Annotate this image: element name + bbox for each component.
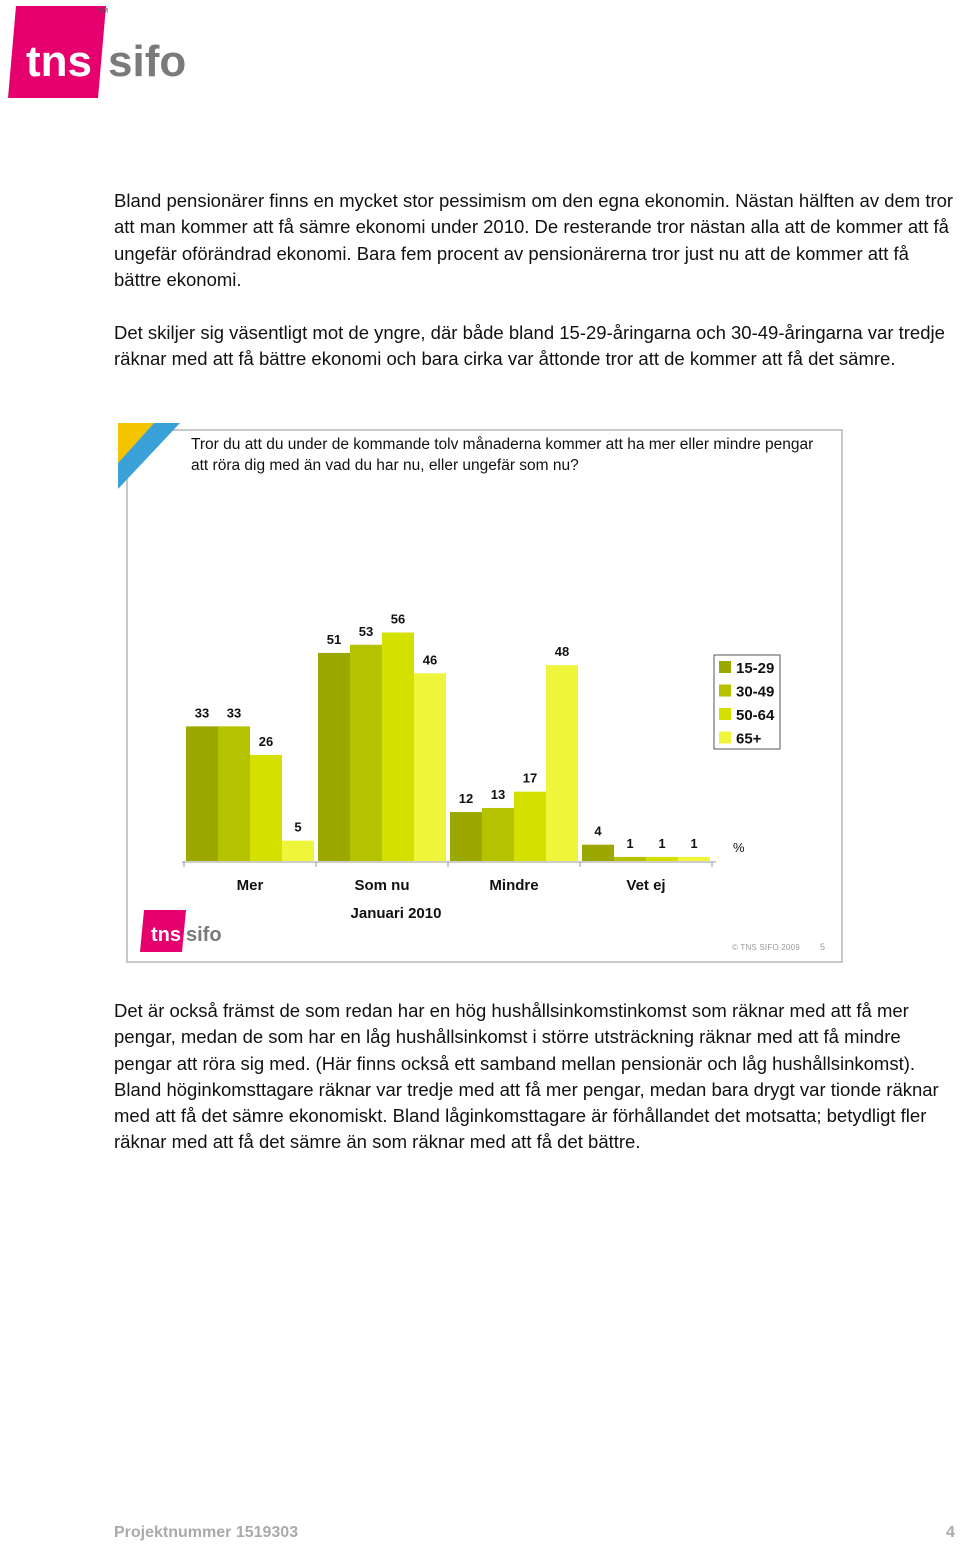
tns-sifo-logo: tns sifo TM <box>8 6 186 98</box>
bar <box>450 812 482 861</box>
legend-swatch <box>719 684 731 697</box>
slide-number: 5 <box>820 942 826 952</box>
legend-swatch <box>719 731 731 744</box>
bar-value-label: 53 <box>359 624 373 639</box>
bar <box>678 856 710 861</box>
chart-subtitle: Januari 2010 <box>351 905 442 922</box>
bar-value-label: 26 <box>259 734 273 749</box>
paragraph-pensioners: Bland pensionärer finns en mycket stor p… <box>114 190 954 290</box>
bar-value-label: 4 <box>594 824 602 839</box>
logo-tns-text: tns <box>26 37 92 86</box>
bar-value-label: 1 <box>658 836 665 851</box>
legend-swatch <box>719 708 731 720</box>
bar-value-label: 33 <box>195 705 209 720</box>
paragraph-younger: Det skiljer sig väsentligt mot de yngre,… <box>114 322 945 370</box>
bar-value-label: 5 <box>294 820 301 835</box>
category-label: Mer <box>237 877 264 894</box>
logo-tm-text: TM <box>98 8 108 15</box>
small-logo-sifo-text: sifo <box>186 924 222 946</box>
survey-question: Tror du att du under de kommande tolv må… <box>191 436 814 474</box>
bar <box>350 644 382 861</box>
bar-value-label: 17 <box>523 771 537 786</box>
bar <box>282 840 314 861</box>
unit-label: % <box>733 840 745 855</box>
bar-value-label: 33 <box>227 705 241 720</box>
legend-label: 15-29 <box>736 660 774 677</box>
legend-swatch <box>719 661 731 673</box>
bar <box>546 665 578 861</box>
legend-box <box>713 654 781 750</box>
bar <box>382 632 414 861</box>
small-tns-sifo-logo: tns sifo <box>140 910 222 952</box>
bar <box>514 791 546 861</box>
project-number: Projektnummer 1519303 <box>114 1524 299 1541</box>
bar-value-label: 56 <box>391 612 405 627</box>
bar <box>218 726 250 861</box>
category-label: Mindre <box>489 877 538 894</box>
legend-label: 50-64 <box>736 707 775 724</box>
legend-label: 30-49 <box>736 684 774 701</box>
bar <box>414 673 446 861</box>
bar-value-label: 1 <box>690 836 697 851</box>
bar <box>318 652 350 861</box>
bar <box>250 754 282 861</box>
category-label: Vet ej <box>626 877 665 894</box>
bar-value-label: 12 <box>459 791 473 806</box>
bar <box>186 726 218 861</box>
page-number: 4 <box>946 1524 955 1541</box>
bar <box>646 856 678 861</box>
slide-copyright: © TNS SIFO 2009 <box>732 943 800 952</box>
logo-sifo-text: sifo <box>108 37 186 86</box>
grouped-bar-chart: 33 33 26 5 Mer 51 53 56 46 Som nu 12 13 17 48 Mindre 4 1… <box>182 612 781 922</box>
bar-value-label: 48 <box>555 644 569 659</box>
paragraph-income: Det är också främst de som redan har en … <box>114 1000 939 1153</box>
bar-value-label: 13 <box>491 787 505 802</box>
bar <box>614 856 646 861</box>
legend-label: 65+ <box>736 731 762 748</box>
slide-corner-decoration <box>118 423 180 489</box>
bar-value-label: 46 <box>423 652 437 667</box>
bar <box>482 807 514 861</box>
bar <box>582 844 614 861</box>
bar-value-label: 51 <box>327 632 341 647</box>
small-logo-tns-text: tns <box>151 924 181 946</box>
bar-value-label: 1 <box>626 836 633 851</box>
category-label: Som nu <box>355 877 410 894</box>
